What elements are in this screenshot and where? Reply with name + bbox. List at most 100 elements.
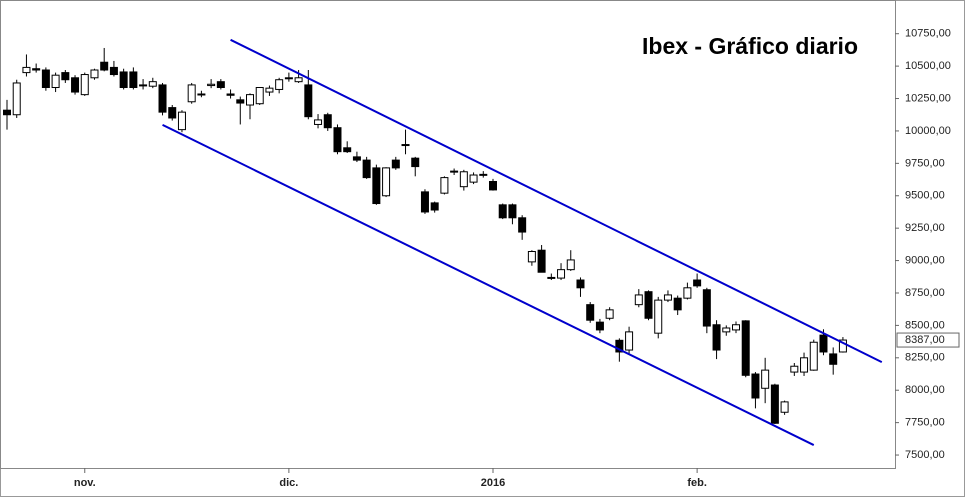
x-tick-label: dic.: [279, 477, 298, 489]
candle-body: [226, 93, 235, 96]
candle-body: [780, 401, 789, 413]
candle-body: [372, 167, 381, 205]
candle-body: [90, 69, 99, 79]
candle-body: [595, 321, 604, 331]
candle-body: [246, 94, 254, 106]
candle-body: [168, 107, 177, 119]
candle-body: [693, 279, 702, 287]
candle-body: [566, 259, 575, 271]
candle-body: [615, 339, 624, 353]
plot-area: [0, 0, 896, 469]
candle-body: [518, 217, 527, 233]
candle-body: [265, 87, 274, 93]
candle-body: [663, 294, 672, 301]
candle-body: [712, 324, 721, 351]
candle-body: [323, 114, 332, 129]
candle-body: [479, 173, 488, 176]
candle-body: [109, 66, 118, 76]
y-tick-label: 10750,00: [905, 28, 951, 40]
candle-body: [722, 327, 731, 333]
candle-body: [177, 111, 186, 131]
candle-body: [12, 82, 21, 116]
candle-body: [61, 72, 70, 81]
candle-body: [22, 66, 31, 74]
candle-body: [284, 77, 293, 80]
candle-body: [139, 84, 148, 87]
last-price-box: [896, 332, 960, 348]
candle-body: [634, 294, 643, 306]
candle-body: [382, 167, 391, 197]
candle-body: [314, 119, 323, 125]
candle-body: [255, 87, 264, 105]
y-tick-label: 8000,00: [905, 384, 945, 396]
y-tick-label: 9000,00: [905, 254, 945, 266]
candle-body: [51, 74, 60, 89]
trend-line: [230, 38, 883, 363]
y-tick-label: 9750,00: [905, 157, 945, 169]
candle-body: [187, 84, 196, 103]
candle-body: [751, 373, 760, 399]
candle-body: [148, 81, 157, 87]
candle-body: [216, 81, 225, 89]
candle-body: [489, 180, 497, 191]
candle-body: [586, 304, 595, 321]
y-tick-label: 10500,00: [905, 60, 951, 72]
candle-body: [411, 157, 420, 168]
candle-body: [683, 287, 692, 299]
candle-body: [644, 291, 653, 319]
candle-body: [343, 147, 352, 153]
candle-body: [829, 353, 838, 365]
candle-body: [770, 384, 779, 424]
candle-body: [333, 127, 342, 153]
candle-body: [275, 79, 284, 90]
y-tick-label: 10250,00: [905, 92, 951, 104]
candle-body: [71, 77, 80, 93]
candle-body: [391, 159, 400, 169]
x-tick-label: feb.: [687, 477, 707, 489]
candle-body: [430, 202, 439, 211]
candle-body: [838, 339, 847, 353]
candle-body: [800, 357, 809, 373]
candle-body: [576, 279, 585, 289]
candle-body: [625, 331, 634, 351]
candle-body: [197, 93, 206, 96]
candle-body: [32, 68, 41, 71]
candle-body: [527, 251, 536, 263]
candle-body: [741, 320, 750, 376]
candle-body: [362, 159, 371, 179]
candle-body: [129, 71, 138, 89]
candle-body: [654, 299, 663, 334]
x-tick-label: 2016: [481, 477, 505, 489]
candle-body: [508, 204, 517, 219]
y-tick-label: 9250,00: [905, 222, 945, 234]
candle-body: [158, 84, 167, 113]
trend-line: [162, 123, 815, 446]
candle-body: [3, 109, 11, 116]
candle-body: [557, 269, 566, 279]
candle-body: [605, 309, 614, 319]
candle-body: [352, 156, 361, 161]
candle-body: [450, 170, 459, 173]
candle-body: [547, 276, 556, 279]
chart-title: Ibex - Gráfico diario: [642, 33, 858, 59]
y-tick-label: 8500,00: [905, 319, 945, 331]
candle-body: [440, 177, 449, 194]
candle-body: [790, 365, 799, 373]
y-tick-label: 8750,00: [905, 287, 945, 299]
y-tick-label: 7750,00: [905, 417, 945, 429]
candle-body: [401, 144, 410, 147]
candle-body: [702, 289, 711, 327]
y-tick-label: 10000,00: [905, 125, 951, 137]
candle-body: [80, 74, 89, 96]
candle-body: [207, 83, 216, 87]
candle-body: [41, 69, 50, 89]
candle-body: [459, 171, 468, 188]
candle-body: [732, 324, 740, 331]
last-price-label: 8387,00: [905, 334, 945, 346]
candle-body: [469, 174, 478, 183]
candle-body: [809, 341, 818, 371]
candle-body: [236, 99, 245, 104]
candle-body: [100, 61, 109, 71]
